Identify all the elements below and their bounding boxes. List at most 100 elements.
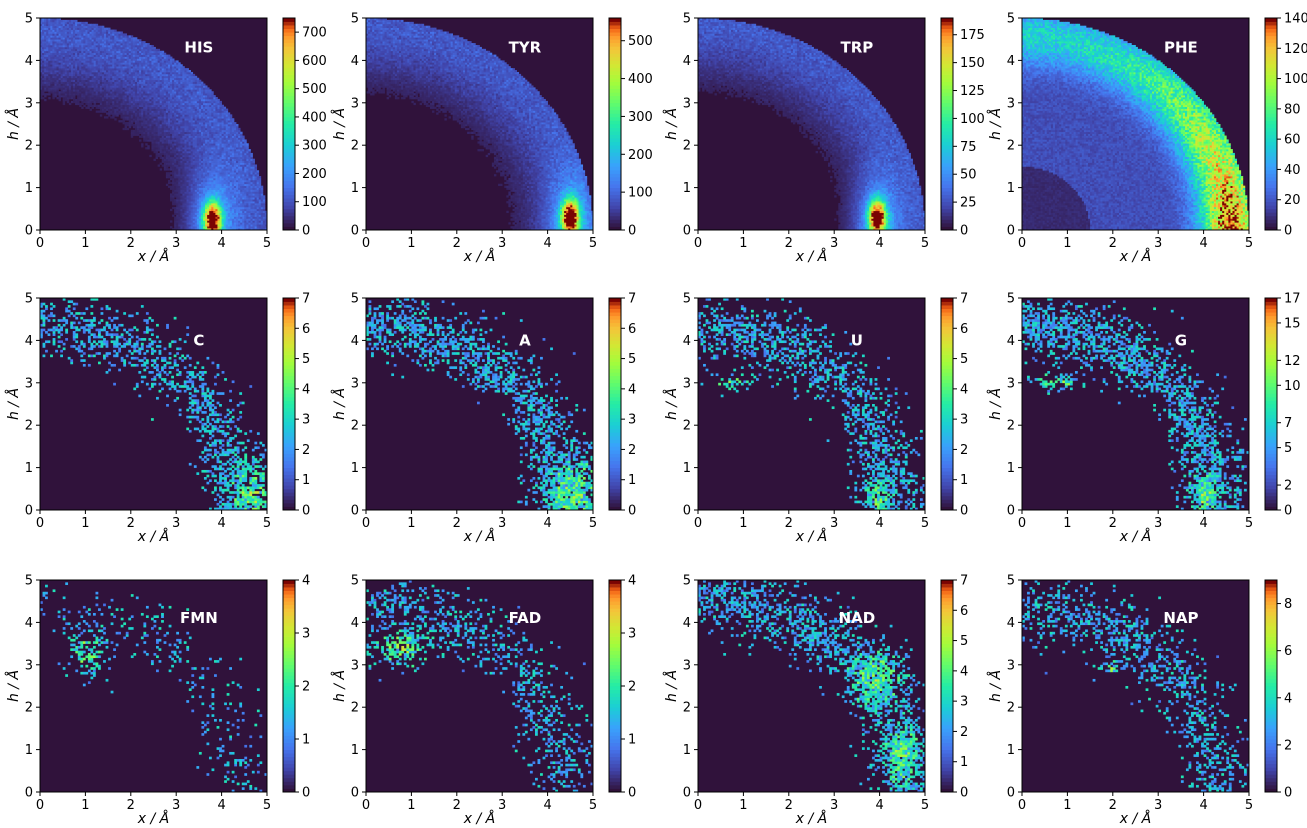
heatmap-cell xyxy=(96,111,98,113)
heatmap-cell xyxy=(123,33,125,35)
heatmap-cell xyxy=(158,49,160,51)
heatmap-cell xyxy=(44,99,46,101)
heatmap-cell xyxy=(106,116,108,118)
heatmap-cell xyxy=(94,24,96,26)
heatmap-cell xyxy=(166,55,168,57)
heatmap-cell xyxy=(145,143,147,145)
heatmap-cell xyxy=(98,111,100,113)
heatmap-cell xyxy=(114,30,116,32)
heatmap-cell xyxy=(104,116,106,118)
heatmap-cell xyxy=(133,37,135,39)
heatmap-cell xyxy=(168,168,170,170)
heatmap-cell xyxy=(172,207,174,209)
heatmap-cell xyxy=(65,20,67,22)
heatmap-cell xyxy=(127,35,129,37)
heatmap-cell xyxy=(158,164,160,166)
heatmap-cell xyxy=(116,31,118,33)
heatmap-cell xyxy=(81,107,83,109)
heatmap-cell xyxy=(172,215,174,217)
heatmap-cell xyxy=(120,31,122,33)
heatmap-cell xyxy=(46,93,48,95)
heatmap-cell xyxy=(162,164,164,166)
heatmap-cell xyxy=(98,26,100,28)
heatmap-cell xyxy=(176,60,178,62)
heatmap-cell xyxy=(170,186,172,188)
heatmap-cell xyxy=(170,220,172,222)
heatmap-cell xyxy=(174,199,176,201)
heatmap-cell xyxy=(69,20,71,22)
heatmap-cell xyxy=(48,97,50,99)
heatmap-cell xyxy=(158,153,160,155)
heatmap-cell xyxy=(174,207,176,209)
heatmap-cell xyxy=(67,20,69,22)
heatmap-cell xyxy=(120,120,122,122)
heatmap-cell xyxy=(100,114,102,116)
heatmap-cell xyxy=(79,103,81,105)
heatmap-cell xyxy=(147,43,149,45)
heatmap-cell xyxy=(170,57,172,59)
heatmap-cell xyxy=(104,28,106,30)
heatmap-cell xyxy=(149,45,151,47)
heatmap-cell xyxy=(59,91,61,93)
heatmap-cell xyxy=(135,37,137,39)
heatmap-cell xyxy=(141,143,143,145)
heatmap-cell xyxy=(139,39,141,41)
heatmap-cell xyxy=(127,128,129,130)
heatmap-cell xyxy=(143,41,145,43)
heatmap-cell xyxy=(85,22,87,24)
heatmap-cell xyxy=(170,182,172,184)
heatmap-cell xyxy=(156,49,158,51)
heatmap-cell xyxy=(139,136,141,138)
heatmap-cell xyxy=(125,33,127,35)
heatmap-cell xyxy=(133,124,135,126)
heatmap-cell xyxy=(147,145,149,147)
heatmap-cell xyxy=(92,105,94,107)
heatmap-cell xyxy=(162,157,164,159)
heatmap-cell xyxy=(77,22,79,24)
heatmap-cell xyxy=(57,97,59,99)
heatmap-cell xyxy=(81,22,83,24)
heatmap-cell xyxy=(108,28,110,30)
heatmap-cell xyxy=(42,97,44,99)
heatmap-cell xyxy=(123,128,125,130)
heatmap-cell xyxy=(170,176,172,178)
heatmap-cell xyxy=(145,43,147,45)
heatmap-cell xyxy=(139,139,141,141)
heatmap-cell xyxy=(90,109,92,111)
heatmap-cell xyxy=(87,24,89,26)
heatmap-cell xyxy=(106,28,108,30)
heatmap-cell xyxy=(164,53,166,55)
heatmap-cell xyxy=(75,99,77,101)
heatmap-cell xyxy=(151,45,153,47)
heatmap-cell xyxy=(154,47,156,49)
heatmap-cell xyxy=(83,22,85,24)
heatmap-cell xyxy=(118,31,120,33)
heatmap-cell xyxy=(44,93,46,95)
heatmap-cell xyxy=(125,122,127,124)
heatmap-cell xyxy=(75,20,77,22)
heatmap-cell xyxy=(71,101,73,103)
heatmap-cell xyxy=(170,193,172,195)
heatmap-cell xyxy=(170,226,172,228)
heatmap-cell xyxy=(172,58,174,60)
heatmap-cell xyxy=(114,118,116,120)
heatmap-cell xyxy=(118,120,120,122)
heatmap-cell xyxy=(85,107,87,109)
heatmap-cell xyxy=(137,39,139,41)
heatmap-cell xyxy=(166,184,168,186)
heatmap-cell xyxy=(71,20,73,22)
heatmap-cell xyxy=(168,55,170,57)
heatmap-cell xyxy=(174,60,176,62)
heatmap-cell xyxy=(110,116,112,118)
heatmap-cell xyxy=(131,35,133,37)
heatmap-cell xyxy=(145,147,147,149)
heatmap-cell xyxy=(168,180,170,182)
heatmap-cell xyxy=(73,20,75,22)
heatmap-cell xyxy=(96,24,98,26)
heatmap-cell xyxy=(127,122,129,124)
heatmap-cell xyxy=(83,105,85,107)
heatmap-cell xyxy=(69,103,71,105)
heatmap-cell xyxy=(166,172,168,174)
heatmap-cell xyxy=(141,41,143,43)
